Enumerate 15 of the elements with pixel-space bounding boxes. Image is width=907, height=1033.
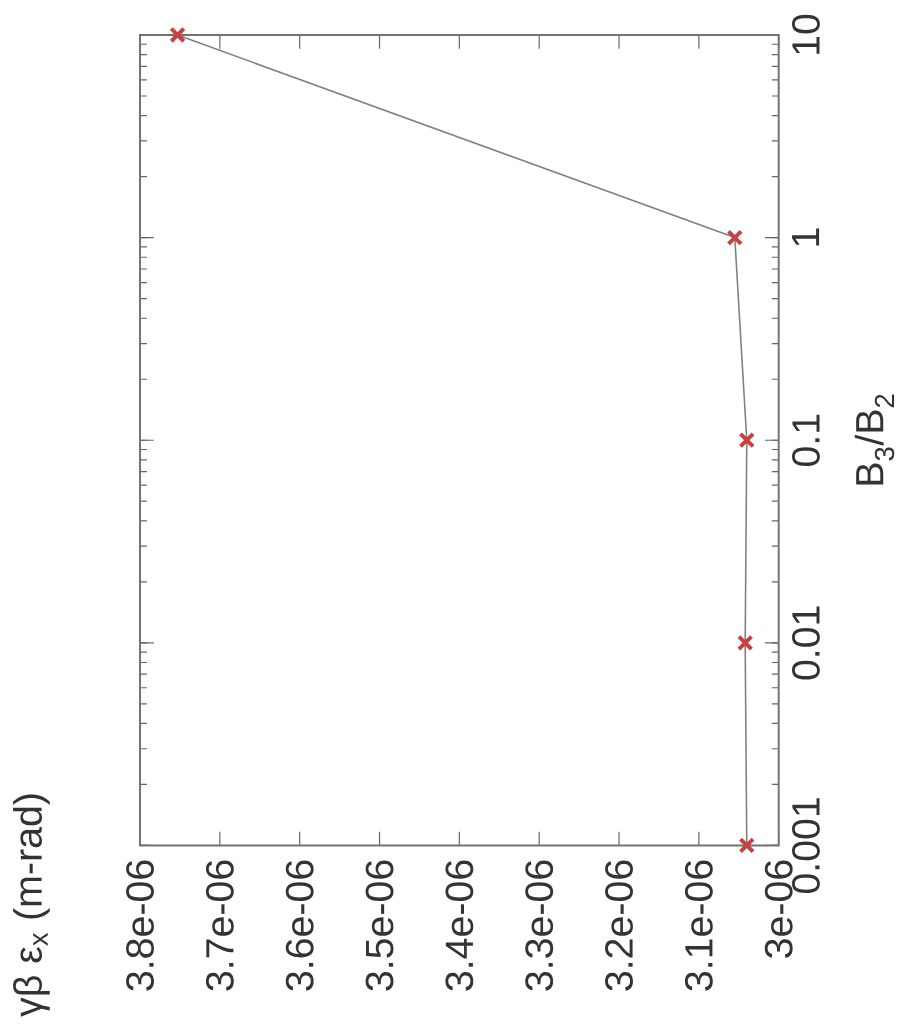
y-tick-label: 0.01 — [791, 606, 820, 680]
x-tick-label: 3.2e-06 — [604, 860, 633, 991]
x-tick-label: 3.6e-06 — [285, 860, 314, 991]
y-tick-label: 1 — [791, 228, 819, 246]
y-axis-title: B$_{3}$/B$_{2}$ — [854, 394, 895, 485]
y-tick-label: 10 — [791, 14, 820, 54]
x-tick-label: 3.7e-06 — [205, 860, 234, 991]
x-tick-label: 3.4e-06 — [445, 860, 474, 991]
x-tick-label: 3.1e-06 — [684, 860, 713, 991]
y-tick-label: 0.1 — [791, 414, 820, 467]
text: γβ ε$_{x}$ (m-rad) — [12, 794, 50, 1017]
x-tick-label: 3.8e-06 — [125, 860, 154, 991]
x-tick-label: 3.5e-06 — [365, 860, 394, 991]
x-tick-label: 3.3e-06 — [525, 860, 553, 991]
x-tick-label: 3e-06 — [764, 860, 793, 958]
